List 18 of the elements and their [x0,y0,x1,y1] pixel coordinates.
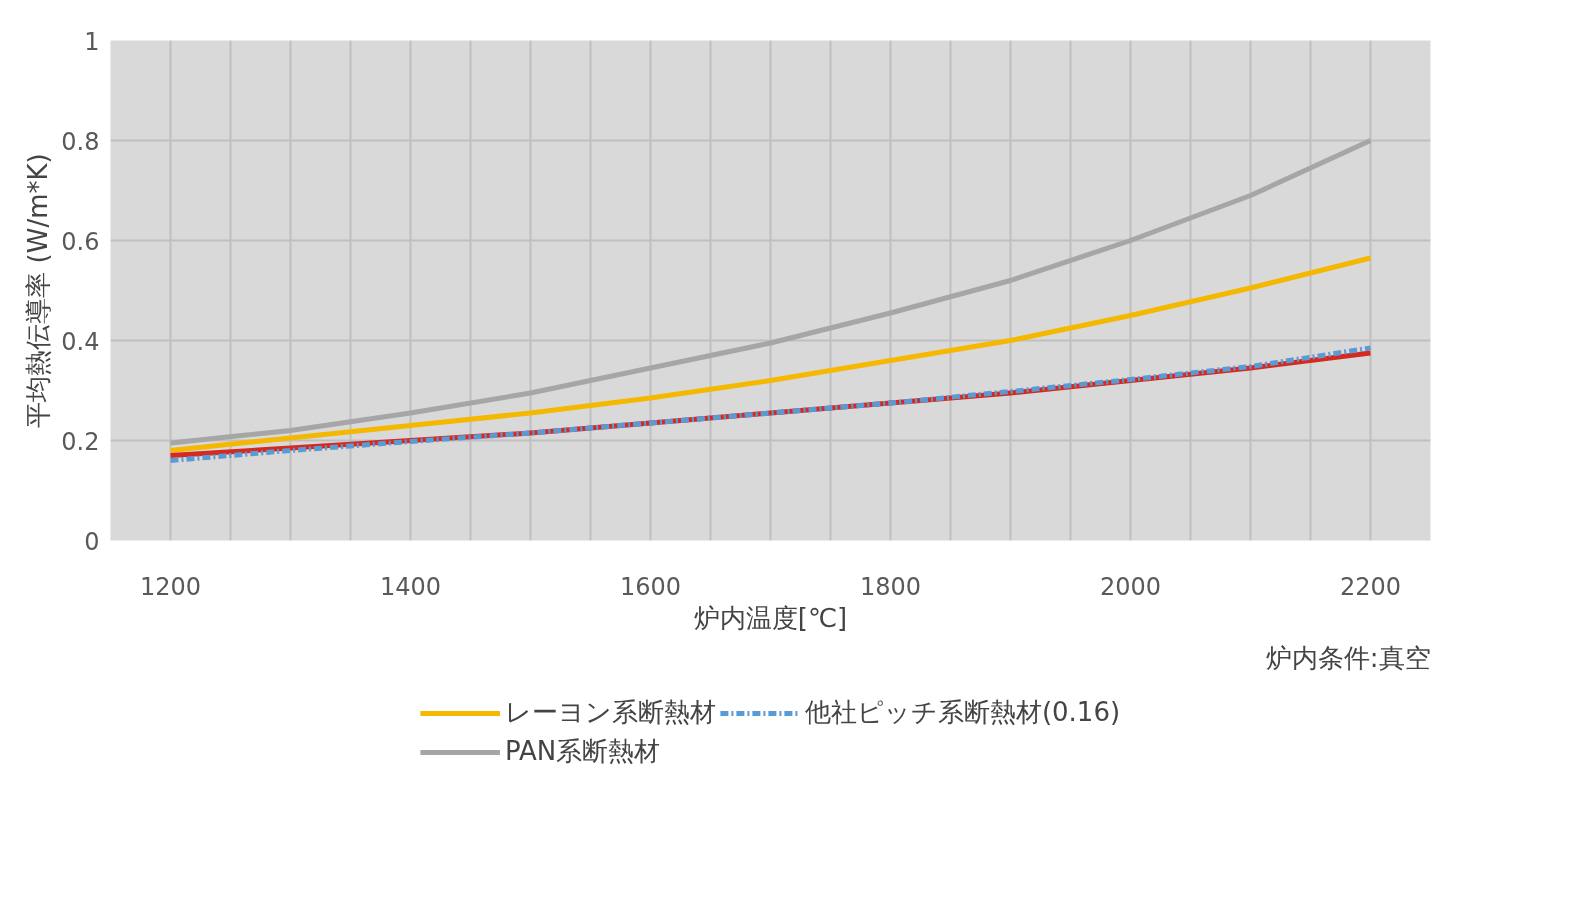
x-tick-label: 2000 [1099,572,1162,601]
y-tick-label: 0.8 [61,127,100,156]
x-axis-title: 炉内温度[℃] [693,602,848,633]
text: 炉内条件:真空 [1265,642,1431,673]
y-axis-title: 平均熱伝導率 (W/m*K) [23,153,54,428]
legend-label: 他社ピッチ系断熱材(0.16) [804,696,1121,729]
legend-label: PAN系断熱材 [504,735,661,768]
y-tick-label: 1 [84,27,100,56]
x-tick-label: 1400 [379,572,442,601]
y-tick-label: 0.6 [61,227,100,256]
x-tick-label: 2200 [1339,572,1402,601]
y-tick-label: 0.4 [61,327,100,356]
x-tick-label: 1600 [619,572,682,601]
y-tick-label: 0.2 [61,427,100,456]
legend-label: レーヨン系断熱材 [504,696,716,729]
x-tick-label: 1800 [859,572,922,601]
x-tick-label: 1200 [139,572,202,601]
y-tick-label: 0 [84,527,100,556]
